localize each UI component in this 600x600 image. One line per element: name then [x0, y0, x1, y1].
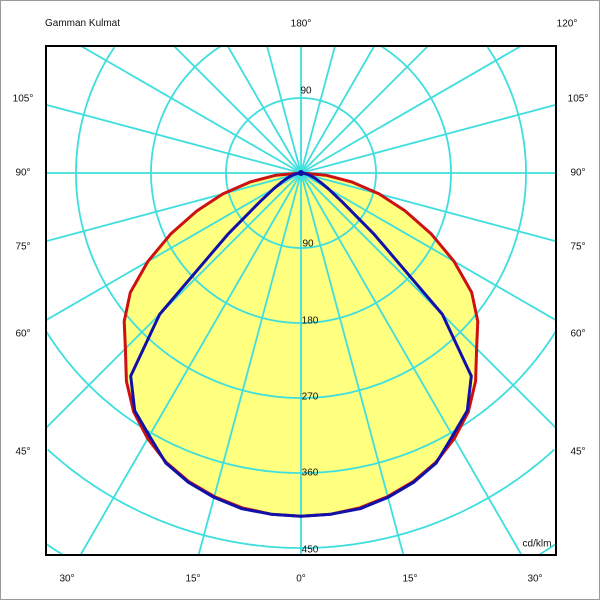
grid-ring [150, 45, 452, 324]
radial-label-360: 360 [301, 467, 319, 479]
angle-label-right-60: 60° [570, 328, 586, 340]
angle-label-top-180: 180° [290, 18, 312, 30]
angle-label-bottom-0: 0° [296, 573, 306, 585]
grid-radial-line [300, 45, 429, 174]
grid-radial-line [45, 172, 302, 243]
radial-label-90-top: 90 [300, 85, 312, 97]
grid-radial-line [45, 103, 302, 174]
plot-frame [45, 45, 557, 556]
chart-title: Gamman Kulmat [45, 18, 121, 29]
grid-ring [47, 448, 555, 549]
grid-radial-line [226, 45, 302, 174]
angle-label-right-105: 105° [567, 93, 589, 105]
angle-label-left-75: 75° [15, 241, 31, 253]
angle-label-bottom-15-left: 15° [185, 573, 201, 585]
grid-radial-line [300, 172, 405, 556]
angle-label-bottom-30-right: 30° [527, 573, 543, 585]
grid-radial-line [300, 172, 557, 243]
angle-label-left-90: 90° [15, 167, 31, 179]
grid-ring [75, 46, 527, 399]
grid-radial-line [80, 45, 302, 174]
grid-ring [45, 331, 557, 474]
angle-label-left-45: 45° [15, 446, 31, 458]
unit-label: cd/klm [522, 538, 552, 550]
angle-label-bottom-15-right: 15° [402, 573, 418, 585]
radial-label-450: 450 [301, 544, 319, 556]
angle-label-right-90: 90° [570, 167, 586, 179]
radial-label-270: 270 [301, 391, 319, 403]
grid-radial-line [197, 172, 302, 556]
angle-label-top-120: 120° [556, 18, 578, 30]
radial-label-90: 90 [302, 238, 314, 250]
grid-radial-line [300, 103, 557, 174]
grid-radial-line [300, 172, 557, 429]
grid-radial-line [300, 172, 557, 321]
grid-radial-line [173, 45, 302, 174]
center-point [298, 170, 304, 176]
plot-group [45, 45, 557, 556]
grid-ring [45, 543, 557, 556]
grid-radial-line [45, 172, 302, 321]
angle-label-right-75: 75° [570, 241, 586, 253]
grid-radial-line [45, 172, 302, 429]
grid-radial-line [300, 172, 523, 556]
angle-label-left-60: 60° [15, 328, 31, 340]
radial-label-180: 180 [301, 315, 319, 327]
angle-label-left-105: 105° [12, 93, 34, 105]
angle-label-bottom-30-left: 30° [59, 573, 75, 585]
grid-radial-line [300, 45, 522, 174]
grid-radial-line [266, 45, 302, 174]
grid-radial-line [300, 45, 336, 174]
angle-label-right-45: 45° [570, 446, 586, 458]
grid-radial-line [300, 45, 376, 174]
grid-radial-line [79, 172, 302, 556]
series-blue-curve [129, 171, 473, 518]
